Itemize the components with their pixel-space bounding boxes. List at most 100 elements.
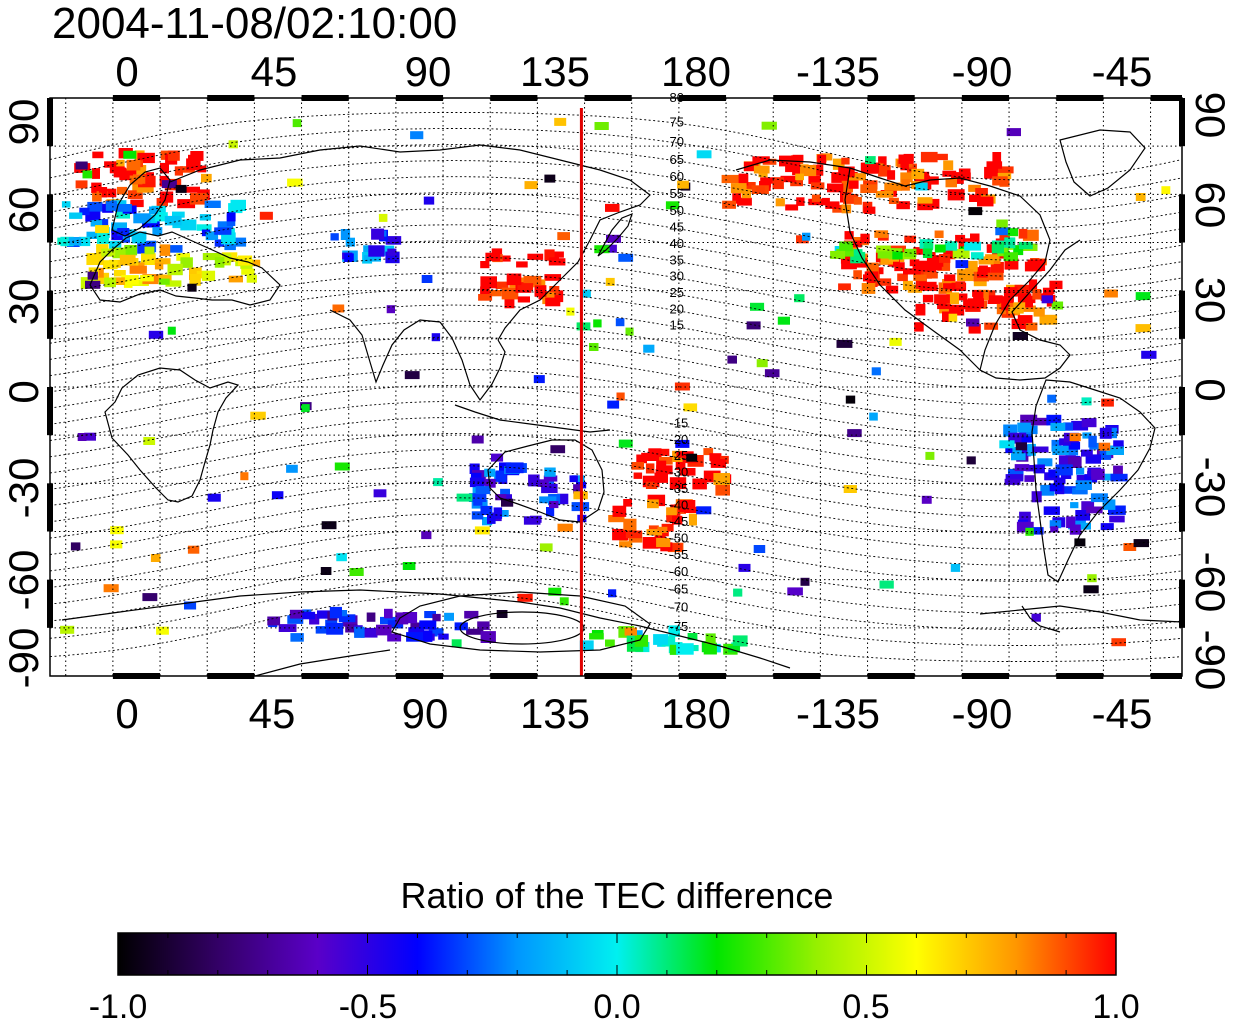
tec-cell [661, 523, 674, 532]
frame-bar-top [961, 95, 1010, 101]
tec-cell [495, 494, 507, 501]
tec-cell [850, 251, 866, 264]
tec-cell [616, 392, 625, 401]
frame-bar-left [47, 387, 53, 436]
tec-cell [1030, 417, 1049, 426]
tec-cell [871, 367, 881, 376]
frame-bar-right [1179, 579, 1185, 628]
tec-cell [987, 295, 1003, 304]
tec-cell [696, 150, 712, 159]
tec-cell [504, 297, 515, 309]
tec-cell [977, 196, 994, 207]
tec-cell [1081, 501, 1095, 510]
mlat-label: 50 [670, 203, 684, 218]
bottom-lon-label-180: 180 [661, 690, 731, 737]
colorbar-title: Ratio of the TEC difference [401, 875, 834, 916]
tec-cell [942, 311, 952, 322]
tec-cell [177, 199, 196, 209]
tec-cell [1016, 521, 1034, 533]
tec-cell [315, 626, 329, 634]
tec-cell [884, 182, 902, 191]
tec-cell [1123, 543, 1137, 551]
tec-cell [1005, 474, 1024, 482]
tec-cell [533, 375, 545, 384]
tec-cell [516, 261, 528, 268]
left-lat-label-0: 0 [0, 380, 47, 403]
tec-cell [665, 201, 680, 210]
tec-cell [641, 452, 659, 461]
tec-cell [966, 318, 980, 327]
tec-cell [155, 274, 172, 282]
tec-cell [1003, 252, 1018, 262]
coastline-southeast-asia [439, 321, 506, 402]
tec-cell [877, 251, 896, 259]
tec-cell [159, 191, 174, 203]
right-lat-label-60: 60 [1187, 182, 1234, 229]
tec-cell [683, 403, 698, 412]
tec-cell [240, 472, 249, 481]
tec-cell [363, 245, 372, 255]
tec-cell [549, 501, 559, 509]
tec-cell [111, 222, 127, 233]
tec-cell [166, 245, 183, 253]
tec-cell [911, 168, 925, 180]
tec-cell [1058, 455, 1076, 465]
tec-cell [527, 253, 544, 260]
tec-cell [1061, 486, 1079, 494]
mlat-contour [50, 561, 1182, 630]
tec-cell [1032, 289, 1042, 300]
frame-bar-right [1179, 194, 1185, 243]
tec-cell [111, 277, 125, 285]
tec-cell [1049, 520, 1062, 529]
tec-cell [864, 271, 879, 280]
tec-cell [746, 321, 761, 330]
colorbar-tick-label-m05: -0.5 [339, 988, 398, 1024]
tec-cell [1135, 193, 1146, 201]
tec-cell [199, 214, 211, 221]
mlat-label: 40 [670, 236, 684, 251]
tec-cell [317, 610, 334, 619]
tec-cell [1012, 447, 1022, 455]
tec-cell [760, 177, 775, 184]
tec-cell [338, 614, 356, 623]
bottom-lon-label-90: 90 [402, 690, 449, 737]
tec-cell [1084, 474, 1098, 483]
tec-cell [656, 460, 667, 472]
tec-cell [184, 601, 197, 610]
tec-cell [101, 248, 116, 257]
tec-cell [144, 246, 155, 255]
tec-cell [301, 404, 310, 413]
tec-cell [154, 263, 164, 270]
tec-cell [1043, 506, 1060, 515]
tec-cell [1099, 450, 1112, 460]
tec-cell [631, 462, 644, 470]
tec-cell [1051, 301, 1064, 310]
tec-cell [1004, 478, 1021, 485]
bottom-lon-label-135: 135 [520, 690, 590, 737]
tec-cell [61, 201, 71, 208]
tec-cell [1006, 128, 1021, 137]
tec-cell [775, 198, 785, 207]
tec-cell [1015, 442, 1027, 451]
tec-cell [1028, 279, 1038, 291]
tec-cell [205, 231, 214, 241]
tec-cell [557, 523, 573, 532]
tec-cell [1018, 444, 1031, 457]
tec-cell [984, 166, 1002, 179]
tec-cell [550, 445, 566, 454]
tec-cell [185, 186, 200, 193]
tec-cell [874, 230, 889, 238]
top-lon-label-90: 90 [405, 48, 452, 95]
tec-cell [85, 210, 101, 222]
tec-cell [634, 634, 649, 647]
tec-cell [853, 197, 862, 205]
antarctica-interior-line [254, 649, 391, 676]
tec-cell [371, 228, 385, 240]
tec-cell [1033, 307, 1045, 317]
mlat-label: 35 [670, 252, 684, 267]
tec-cell [687, 633, 698, 641]
top-longitude-labels: 0 45 90 135 180 -135 -90 -45 [115, 48, 1152, 95]
tec-cell [1004, 258, 1019, 270]
tec-cell [990, 261, 1004, 273]
